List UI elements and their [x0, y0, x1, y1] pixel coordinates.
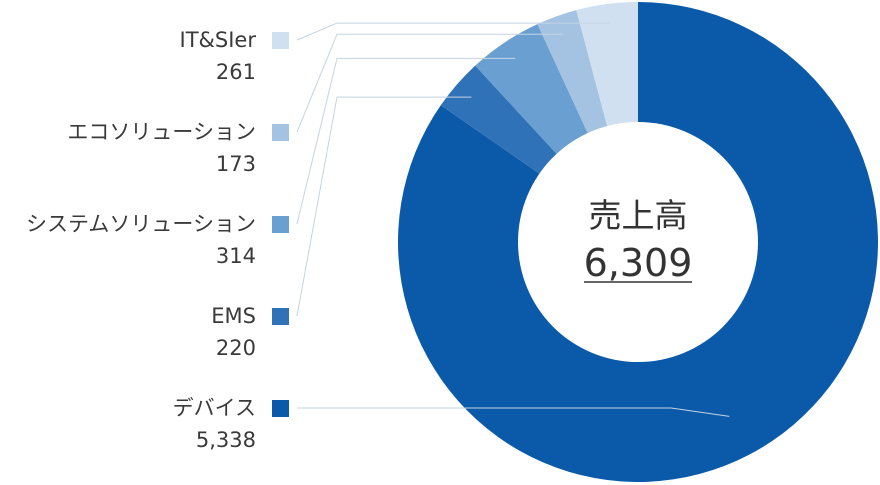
leader-line-it-sier: [296, 22, 610, 41]
legend-value-it-sier: 261: [216, 60, 256, 84]
donut-hole: [518, 122, 758, 362]
legend-value-series-2: 314: [216, 244, 256, 268]
legend-swatch-it-sier: [272, 32, 289, 49]
legend-value-ems: 220: [216, 336, 256, 360]
leader-line-series-2: [296, 57, 516, 225]
legend: IT&SIer 261 エコソリューション 173 システムソリューション 314 EMS 2…: [26, 28, 289, 452]
legend-swatch-ems: [272, 308, 289, 325]
legend-label-series-0: デバイス: [173, 396, 256, 420]
legend-label-series-2: システムソリューション: [26, 212, 256, 236]
leader-lines: [296, 22, 730, 417]
leader-line-series-3: [296, 33, 564, 133]
legend-label-series-3: エコソリューション: [67, 120, 256, 144]
legend-label-ems: EMS: [211, 304, 256, 328]
legend-swatch-series-2: [272, 216, 289, 233]
legend-value-series-3: 173: [216, 152, 256, 176]
leader-line-series-0: [297, 407, 730, 417]
legend-swatch-series-0: [272, 400, 289, 417]
legend-value-series-0: 5,338: [196, 428, 256, 452]
center-total: 6,309: [584, 241, 693, 285]
legend-swatch-series-3: [272, 124, 289, 141]
legend-label-it-sier: IT&SIer: [180, 28, 257, 52]
center-title: 売上高: [589, 196, 688, 235]
leader-line-ems: [296, 96, 472, 317]
